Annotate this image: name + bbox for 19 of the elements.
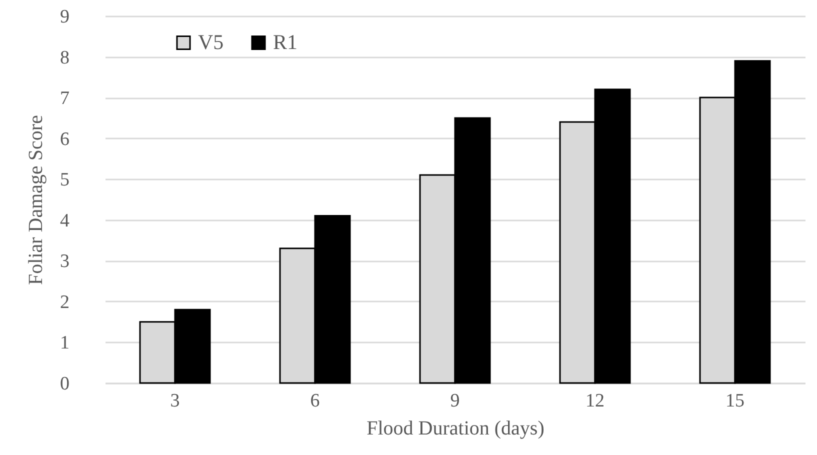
y-tick-label: 9 <box>60 6 70 28</box>
y-tick-label: 1 <box>60 332 70 354</box>
y-tick-label: 4 <box>60 210 70 232</box>
y-tick-label: 5 <box>60 170 70 191</box>
y-tick-label: 8 <box>60 47 70 68</box>
y-tick-label: 3 <box>60 251 70 272</box>
legend-label: R1 <box>273 30 298 54</box>
x-tick-label: 9 <box>450 390 460 412</box>
x-tick-label: 12 <box>586 390 604 412</box>
x-tick-label: 6 <box>310 390 320 412</box>
y-tick-label: 0 <box>60 374 70 394</box>
y-tick-label: 6 <box>60 128 70 150</box>
y-axis-title: Foliar Damage Score <box>25 114 47 285</box>
x-tick-label: 15 <box>726 390 744 412</box>
legend-label: V5 <box>198 30 224 54</box>
x-axis-title: Flood Duration (days) <box>366 418 544 440</box>
x-tick-label: 3 <box>170 390 180 412</box>
y-tick-label: 7 <box>60 88 70 110</box>
y-tick-label: 2 <box>60 292 70 313</box>
